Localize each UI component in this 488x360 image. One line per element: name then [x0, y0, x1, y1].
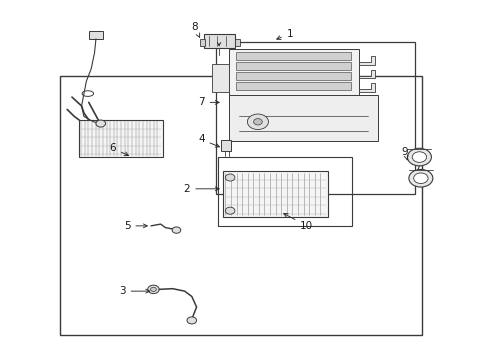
Circle shape: [147, 285, 159, 294]
Circle shape: [413, 173, 427, 184]
Bar: [236, 62, 351, 70]
Circle shape: [96, 120, 105, 127]
Bar: [218, 157, 351, 226]
Bar: [60, 76, 421, 335]
Bar: [203, 33, 234, 48]
Text: 10: 10: [283, 213, 313, 231]
Bar: [236, 72, 351, 80]
Text: 6: 6: [109, 143, 128, 156]
Circle shape: [225, 207, 234, 214]
Circle shape: [253, 118, 262, 125]
Bar: [89, 31, 103, 39]
Text: 5: 5: [123, 221, 147, 231]
Text: 1: 1: [276, 28, 293, 40]
Circle shape: [408, 170, 432, 187]
Circle shape: [407, 148, 430, 166]
Text: 8: 8: [190, 22, 199, 37]
Bar: [212, 64, 229, 92]
Text: 9: 9: [401, 147, 407, 160]
Bar: [236, 82, 351, 90]
Text: 2: 2: [183, 184, 219, 194]
Circle shape: [225, 174, 234, 181]
Bar: [229, 95, 377, 141]
Text: 4: 4: [198, 134, 219, 147]
Polygon shape: [358, 69, 375, 78]
Text: 3: 3: [119, 286, 149, 296]
Polygon shape: [358, 83, 375, 92]
Circle shape: [247, 114, 268, 130]
Circle shape: [172, 227, 181, 233]
Circle shape: [186, 317, 196, 324]
Bar: [223, 171, 328, 217]
Bar: [229, 49, 358, 99]
Text: 7: 7: [198, 98, 219, 107]
Bar: [236, 52, 351, 60]
Bar: [79, 120, 163, 157]
Polygon shape: [358, 56, 375, 65]
Bar: [200, 39, 204, 46]
Bar: [220, 140, 231, 151]
Bar: [234, 39, 239, 46]
Bar: [215, 42, 414, 194]
Circle shape: [150, 287, 156, 292]
Circle shape: [411, 152, 426, 162]
